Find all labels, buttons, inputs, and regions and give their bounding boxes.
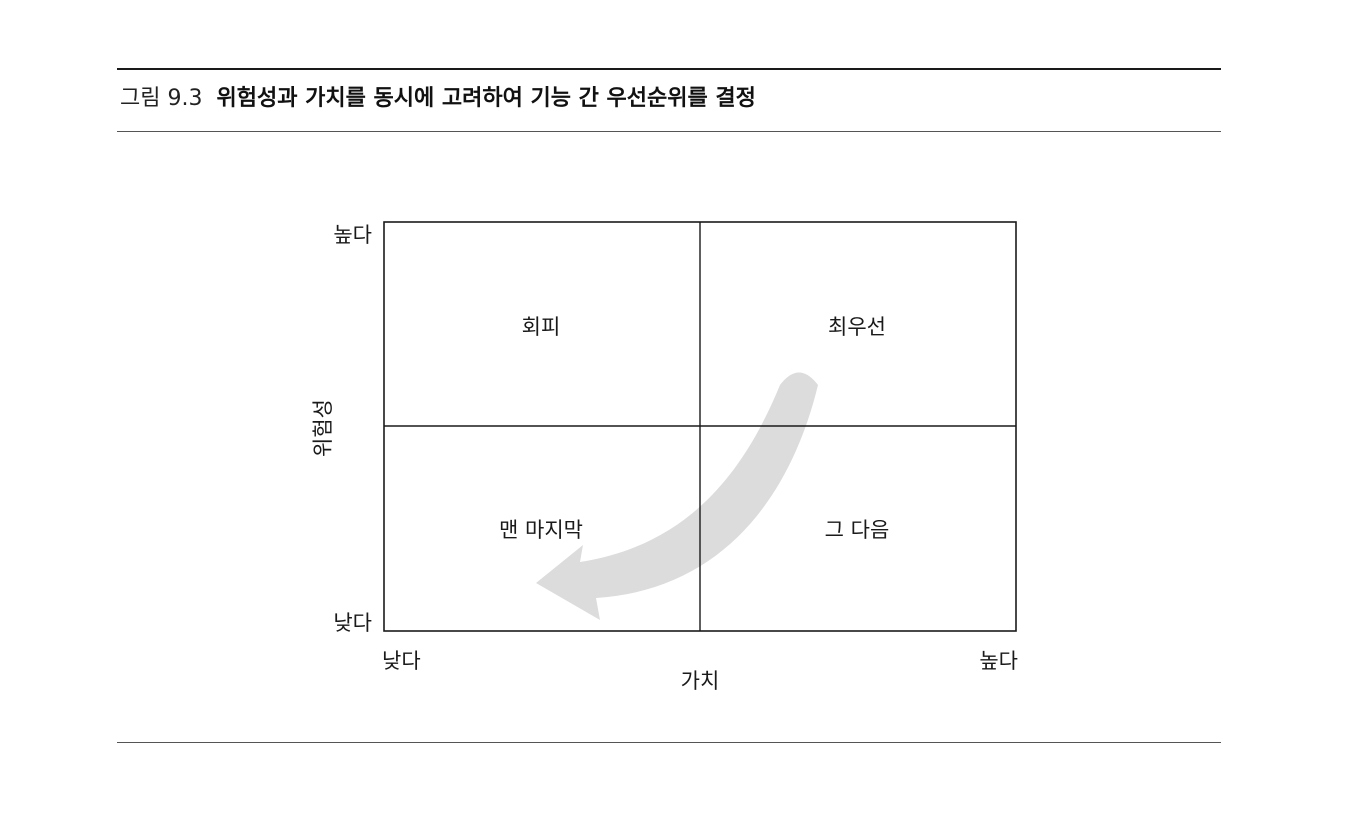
x-axis-title: 가치 <box>681 669 720 693</box>
figure-number: 그림 9.3 <box>120 86 203 111</box>
y-axis-high-label: 높다 <box>333 223 372 247</box>
figure-caption: 그림 9.3 위험성과 가치를 동시에 고려하여 기능 간 우선순위를 결정 <box>120 84 756 114</box>
caption-rule <box>117 131 1221 132</box>
x-axis-high-label: 높다 <box>979 649 1018 673</box>
bottom-rule <box>117 742 1221 743</box>
quadrant-bottom-left-label: 맨 마지막 <box>499 518 583 542</box>
figure-title: 위험성과 가치를 동시에 고려하여 기능 간 우선순위를 결정 <box>216 86 756 111</box>
top-rule <box>117 68 1221 70</box>
y-axis-low-label: 낮다 <box>333 611 372 635</box>
quadrant-top-left-label: 회피 <box>522 315 561 339</box>
priority-arrow <box>536 372 818 620</box>
quadrant-bottom-right-label: 그 다음 <box>825 518 890 542</box>
quadrant-top-right-label: 최우선 <box>828 315 886 339</box>
x-axis-low-label: 낮다 <box>382 649 421 673</box>
y-axis-title: 위험성 <box>311 399 335 457</box>
